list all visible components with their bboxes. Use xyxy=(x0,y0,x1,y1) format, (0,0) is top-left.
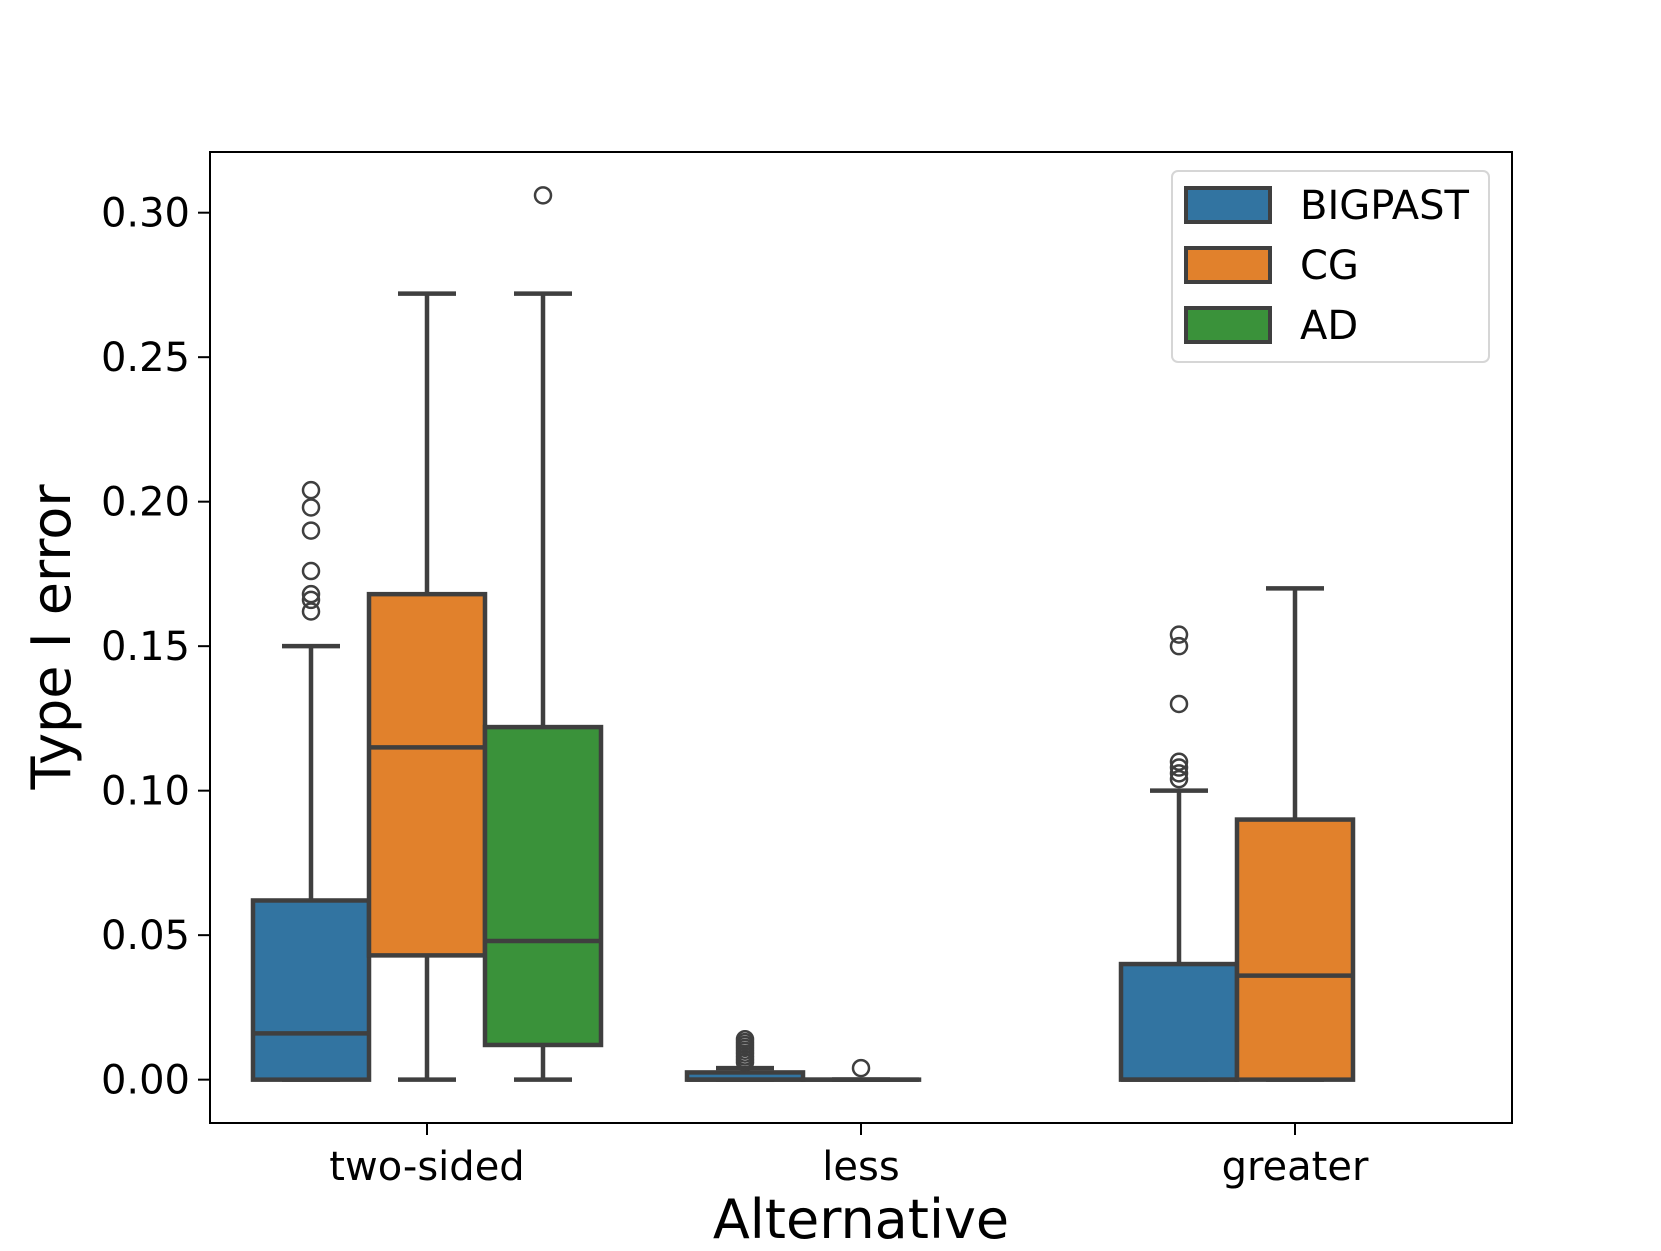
box-cg-less xyxy=(803,1060,919,1080)
box-bigpast-greater xyxy=(1121,627,1237,1080)
y-tick-label: 0.30 xyxy=(101,191,190,237)
y-tick-label: 0.15 xyxy=(101,624,190,670)
outlier-point xyxy=(303,563,319,579)
box-body xyxy=(1237,820,1353,1080)
outlier-point xyxy=(303,523,319,539)
legend-swatch xyxy=(1186,188,1270,222)
box-ad-two-sided xyxy=(485,187,601,1079)
legend-label: CG xyxy=(1300,243,1359,289)
y-tick-label: 0.05 xyxy=(101,913,190,959)
legend-swatch xyxy=(1186,308,1270,342)
x-axis-label: Alternative xyxy=(713,1188,1009,1246)
y-tick-label: 0.25 xyxy=(101,335,190,381)
box-body xyxy=(369,594,485,955)
x-tick-label: less xyxy=(822,1144,899,1190)
legend-item-bigpast: BIGPAST xyxy=(1186,183,1470,229)
box-body xyxy=(253,900,369,1079)
y-axis-label: Type I error xyxy=(20,484,83,791)
outlier-point xyxy=(1171,627,1187,643)
legend-swatch xyxy=(1186,248,1270,282)
legend: BIGPAST CG AD xyxy=(1172,171,1489,362)
y-tick-label: 0.20 xyxy=(101,480,190,526)
outlier-point xyxy=(853,1060,869,1076)
box-bigpast-two-sided xyxy=(253,482,369,1080)
box-body xyxy=(1121,964,1237,1080)
y-axis: 0.00 0.05 0.10 0.15 0.20 0.25 0.30 xyxy=(101,191,210,1104)
box-body xyxy=(485,727,601,1045)
legend-label: BIGPAST xyxy=(1300,183,1470,229)
x-axis: two-sided less greater xyxy=(329,1123,1369,1190)
outlier-point xyxy=(303,482,319,498)
legend-label: AD xyxy=(1300,303,1358,349)
x-tick-label: greater xyxy=(1222,1144,1369,1190)
outlier-point xyxy=(1171,696,1187,712)
y-tick-label: 0.10 xyxy=(101,769,190,815)
outlier-point xyxy=(303,499,319,515)
box-bigpast-less xyxy=(687,1031,803,1079)
x-tick-label: two-sided xyxy=(329,1144,524,1190)
box-cg-two-sided xyxy=(369,294,485,1080)
box-cg-greater xyxy=(1237,588,1353,1079)
outlier-point xyxy=(535,187,551,203)
y-tick-label: 0.00 xyxy=(101,1058,190,1104)
